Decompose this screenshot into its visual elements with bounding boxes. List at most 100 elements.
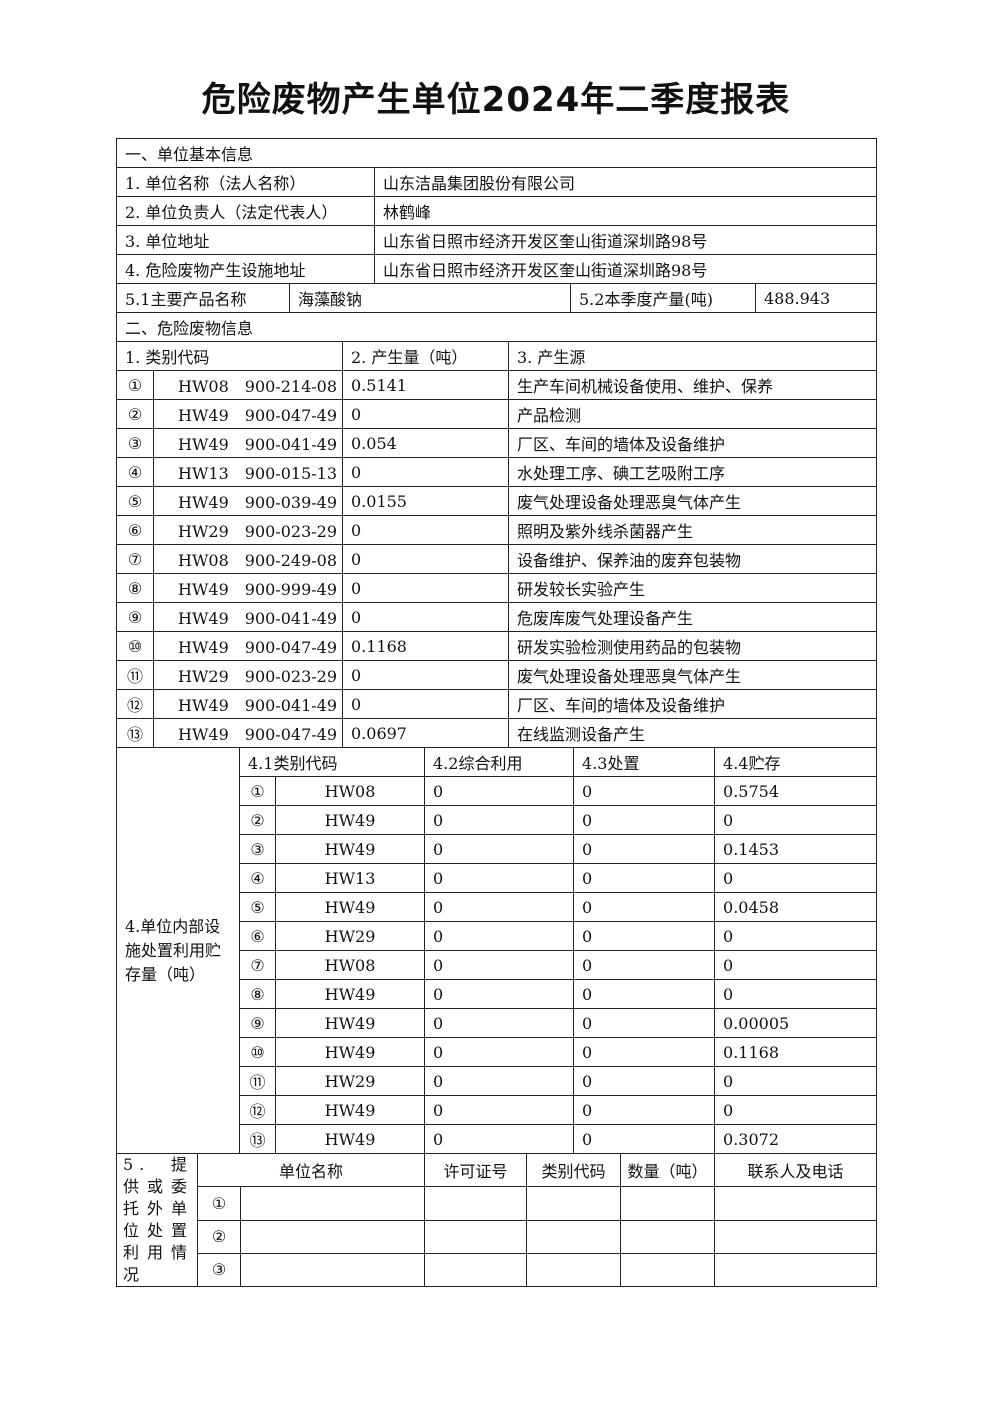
section-external-disposal: 5.提供或委托外单位处置利用情况 单位名称 许可证号 类别代码 数量（吨） 联系… [116, 1152, 878, 1288]
table-row: ⑦ HW08 900-249-08 0 设备维护、保养油的废弃包装物 [116, 544, 878, 574]
store-amount: 0.1168 [714, 1037, 878, 1067]
dispose-amount: 0 [573, 776, 716, 806]
row-number: ⑪ [239, 1066, 276, 1096]
waste-amount: 0.5141 [342, 370, 509, 400]
table-row: ⑤ HW49 900-039-49 0.0155 废气处理设备处理恶臭气体产生 [116, 486, 878, 516]
field-value: 山东省日照市经济开发区奎山街道深圳路98号 [373, 225, 878, 255]
store-amount: 0 [714, 863, 878, 893]
waste-source: 设备维护、保养油的废弃包装物 [507, 544, 878, 574]
waste-source: 水处理工序、碘工艺吸附工序 [507, 457, 878, 487]
table-row: ⑬ HW49 900-047-49 0.0697 在线监测设备产生 [116, 718, 878, 748]
license-no [424, 1252, 528, 1288]
reuse-amount: 0 [424, 834, 575, 864]
waste-code: HW08 900-249-08 [153, 544, 343, 574]
field-label: 2. 单位负责人（法定代表人） [116, 196, 375, 226]
field-value: 山东洁晶集团股份有限公司 [373, 167, 878, 197]
waste-code: HW13 900-015-13 [153, 457, 343, 487]
section4-label: 4.单位内部设施处置利用贮存量（吨） [116, 747, 240, 1154]
contact [714, 1186, 878, 1221]
waste-code: HW29 [274, 1066, 426, 1096]
reuse-amount: 0 [424, 1037, 575, 1067]
license-no [424, 1186, 528, 1221]
waste-code: HW49 [274, 892, 426, 922]
waste-code: HW49 900-047-49 [153, 631, 343, 661]
row-number: ③ [239, 834, 276, 864]
table-row: ⑩ HW49 0 0 0.1168 [117, 1037, 878, 1067]
field-label: 4. 危险废物产生设施地址 [116, 254, 375, 284]
section-waste-info: 二、危险废物信息 1. 类别代码 2. 产生量（吨） 3. 产生源 ① HW08 … [115, 312, 878, 748]
waste-code: HW29 [274, 921, 426, 951]
waste-code: HW49 900-047-49 [153, 718, 343, 748]
table-row: ② [117, 1219, 878, 1254]
waste-source: 在线监测设备产生 [507, 718, 878, 748]
table-row: 4. 危险废物产生设施地址 山东省日照市经济开发区奎山街道深圳路98号 [116, 254, 878, 284]
table-row: ③ [117, 1252, 878, 1288]
waste-code [526, 1186, 622, 1221]
column-header: 单位名称 [196, 1152, 426, 1188]
waste-code: HW49 [274, 1008, 426, 1038]
reuse-amount: 0 [424, 892, 575, 922]
store-amount: 0 [714, 1066, 878, 1096]
table-row: 1. 单位名称（法人名称） 山东洁晶集团股份有限公司 [116, 167, 878, 197]
store-amount: 0 [714, 979, 878, 1009]
column-header: 4.2综合利用 [424, 747, 575, 777]
waste-code: HW49 [274, 834, 426, 864]
waste-code [526, 1219, 622, 1254]
waste-source: 研发较长实验产生 [507, 573, 878, 603]
waste-amount: 0.0697 [342, 718, 509, 748]
report-table: 一、单位基本信息 1. 单位名称（法人名称） 山东洁晶集团股份有限公司 2. 单位负… [115, 138, 878, 1288]
table-row: ⑫ HW49 900-041-49 0 厂区、车间的墙体及设备维护 [116, 689, 878, 719]
row-number: ⑫ [239, 1095, 276, 1125]
unit-name [239, 1219, 426, 1254]
row-number: ⑤ [116, 486, 154, 516]
waste-amount: 0.054 [342, 428, 509, 458]
product-label: 5.1主要产品名称 [116, 283, 290, 313]
section5-label: 5.提供或委托外单位处置利用情况 [116, 1153, 198, 1287]
waste-source: 生产车间机械设备使用、维护、保养 [507, 370, 878, 400]
row-number: ⑧ [239, 979, 276, 1009]
store-amount: 0 [714, 950, 878, 980]
waste-code: HW08 [274, 950, 426, 980]
row-number: ⑨ [239, 1008, 276, 1038]
dispose-amount: 0 [573, 950, 716, 980]
waste-source: 危废库废气处理设备产生 [507, 602, 878, 632]
table-row: 3. 单位地址 山东省日照市经济开发区奎山街道深圳路98号 [116, 225, 878, 255]
row-number: ① [239, 776, 276, 806]
waste-amount: 0 [342, 399, 509, 429]
waste-code: HW49 900-041-49 [153, 602, 343, 632]
waste-code: HW49 [274, 1037, 426, 1067]
quantity [620, 1186, 716, 1221]
row-number: ⑦ [116, 544, 154, 574]
waste-code: HW49 [274, 805, 426, 835]
dispose-amount: 0 [573, 1008, 716, 1038]
waste-code: HW29 900-023-29 [153, 515, 343, 545]
header-row: 5.提供或委托外单位处置利用情况 单位名称 许可证号 类别代码 数量（吨） 联系… [116, 1152, 878, 1287]
contact [714, 1252, 878, 1288]
waste-amount: 0 [342, 457, 509, 487]
waste-amount: 0 [342, 573, 509, 603]
contact [714, 1219, 878, 1254]
table-row: ③ HW49 900-041-49 0.054 厂区、车间的墙体及设备维护 [116, 428, 878, 458]
waste-source: 厂区、车间的墙体及设备维护 [507, 428, 878, 458]
product-row: 5.1主要产品名称 海藻酸钠 5.2本季度产量(吨) 488.943 [116, 283, 877, 313]
dispose-amount: 0 [573, 834, 716, 864]
page-title: 危险废物产生单位2024年二季度报表 [201, 80, 791, 120]
output-label: 5.2本季度产量(吨) [570, 283, 756, 313]
header-row: 4.单位内部设施处置利用贮存量（吨） 4.1类别代码 4.2综合利用 4.3处置… [116, 747, 878, 1154]
waste-source: 废气处理设备处理恶臭气体产生 [507, 660, 878, 690]
reuse-amount: 0 [424, 1008, 575, 1038]
row-number: ⑦ [239, 950, 276, 980]
store-amount: 0 [714, 1095, 878, 1125]
row-number: ⑫ [116, 689, 154, 719]
row-number: ⑥ [239, 921, 276, 951]
reuse-amount: 0 [424, 1124, 575, 1154]
waste-code: HW49 900-047-49 [153, 399, 343, 429]
dispose-amount: 0 [573, 1066, 716, 1096]
waste-code: HW49 900-041-49 [153, 689, 343, 719]
dispose-amount: 0 [573, 863, 716, 893]
waste-code: HW49 900-039-49 [153, 486, 343, 516]
waste-amount: 0 [342, 544, 509, 574]
row-number: ① [116, 370, 154, 400]
table-row: 2. 单位负责人（法定代表人） 林鹤峰 [116, 196, 878, 226]
column-header: 4.3处置 [573, 747, 716, 777]
